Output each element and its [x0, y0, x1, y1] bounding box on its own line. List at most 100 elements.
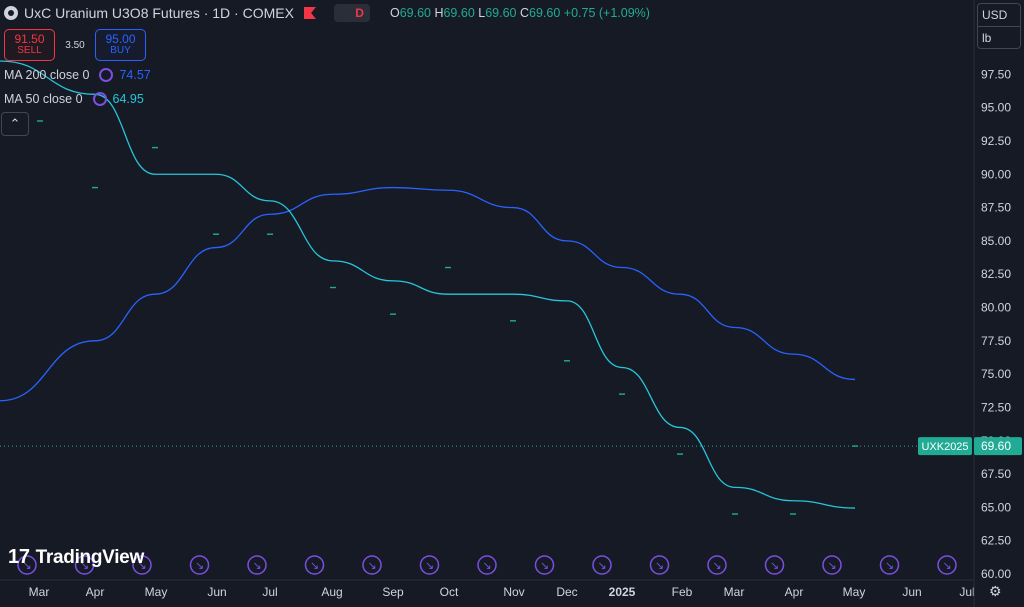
- price-tag-label: 69.60: [981, 439, 1011, 453]
- symbol-tag-label: UXK2025: [921, 441, 968, 453]
- delayed-badge[interactable]: D: [333, 4, 370, 22]
- time-tick-label: May: [145, 585, 168, 599]
- symbol-title[interactable]: UxC Uranium U3O8 Futures · 1D · COMEX: [24, 5, 294, 21]
- sell-button[interactable]: 91.50 SELL: [4, 29, 55, 61]
- svg-text:↘: ↘: [942, 559, 951, 572]
- event-icon: ↘: [707, 555, 727, 575]
- time-tick-label: Apr: [86, 585, 105, 599]
- svg-text:↘: ↘: [712, 559, 721, 572]
- event-icon: ↘: [822, 555, 842, 575]
- price-tick-label: 97.50: [981, 67, 1011, 81]
- event-icon: ↘: [74, 555, 95, 575]
- logo-text: TradingView: [35, 546, 145, 568]
- time-tick-label: Mar: [29, 585, 50, 599]
- indicator-ma50[interactable]: MA 50 close 0 64.95: [4, 92, 144, 106]
- event-icon: ↘: [189, 555, 210, 575]
- currency-unit-menu[interactable]: USD lb: [977, 3, 1021, 49]
- time-tick-label: 2025: [609, 585, 636, 599]
- event-icon: ↘: [534, 555, 555, 575]
- price-tick-label: 72.50: [981, 400, 1011, 414]
- time-tick-label: Jun: [902, 585, 921, 599]
- ohlc-readout: O69.60 H69.60 L69.60 C69.60 +0.75 (+1.09…: [390, 6, 650, 20]
- event-icon: ↘: [937, 555, 957, 575]
- last-price-tag: UXK2025 69.60: [918, 437, 1022, 456]
- event-icon: ↘: [764, 555, 785, 575]
- price-tick-label: 62.50: [981, 534, 1011, 548]
- svg-text:↘: ↘: [137, 559, 146, 572]
- open-key: O: [389, 6, 400, 20]
- time-tick-label: Jun: [207, 585, 226, 599]
- time-axis[interactable]: Mar Apr May Jun Jul Aug Sep Oct Nov Dec 2025 Feb Mar…: [0, 579, 975, 599]
- event-icon: ↘: [592, 555, 612, 575]
- ma200-value: 74.57: [119, 68, 151, 82]
- price-tag-bg: [974, 437, 1022, 456]
- event-icon: ↘: [477, 555, 497, 575]
- spread-value: 3.50: [65, 39, 85, 51]
- price-tick-label: 87.50: [981, 201, 1011, 215]
- currency-select[interactable]: USD: [978, 4, 1020, 27]
- buy-label: BUY: [110, 45, 131, 57]
- ma200-label: MA 200 close 0: [4, 68, 90, 82]
- svg-text:↘: ↘: [80, 559, 89, 572]
- time-tick-label: Apr: [785, 585, 804, 599]
- collapse-legend-button[interactable]: ⌃: [1, 112, 29, 136]
- event-icon: ↘: [247, 555, 267, 575]
- plot-area[interactable]: [0, 60, 970, 515]
- time-tick-label: Aug: [321, 585, 342, 599]
- price-tick-label: 60.00: [981, 567, 1011, 581]
- event-icon: ↘: [649, 555, 670, 575]
- price-tick-label: 95.00: [981, 101, 1011, 115]
- price-tick-label: 67.50: [981, 467, 1011, 481]
- price-tick-label: 92.50: [981, 134, 1011, 148]
- ma50-line: [0, 60, 856, 509]
- svg-text:↘: ↘: [597, 559, 606, 572]
- time-tick-label: Nov: [503, 585, 524, 599]
- price-tick-label: 77.50: [981, 334, 1011, 348]
- event-icon: ↘: [132, 555, 152, 575]
- event-icon: ↘: [304, 555, 325, 575]
- svg-text:↘: ↘: [252, 559, 261, 572]
- price-axis[interactable]: 97.50 95.00 92.50 90.00 87.50 85.00 82.50 80.00…: [973, 0, 1011, 607]
- chart-header: UxC Uranium U3O8 Futures · 1D · COMEX D …: [4, 4, 650, 22]
- svg-text:↘: ↘: [482, 559, 491, 572]
- chevron-up-icon: ⌃: [9, 116, 21, 131]
- sell-price: 91.50: [14, 32, 45, 47]
- indicator-ma200[interactable]: MA 200 close 0 74.57: [4, 68, 151, 82]
- svg-text:↘: ↘: [770, 559, 779, 572]
- time-tick-label: Dec: [556, 585, 577, 599]
- close-value: 69.60: [529, 6, 561, 20]
- high-value: 69.60: [443, 6, 475, 20]
- symbol-logo-icon: [4, 6, 18, 20]
- time-tick-label: Jul: [959, 585, 974, 599]
- event-icon: ↘: [17, 555, 37, 575]
- svg-text:↘: ↘: [540, 559, 549, 572]
- svg-text:↘: ↘: [22, 559, 31, 572]
- time-tick-label: Sep: [382, 585, 404, 599]
- low-key: L: [478, 6, 486, 20]
- svg-text:↘: ↘: [195, 559, 204, 572]
- trade-panel: 91.50 SELL 3.50 95.00 BUY: [4, 29, 146, 61]
- svg-text:↘: ↘: [310, 559, 319, 572]
- time-tick-label: May: [843, 585, 866, 599]
- logo-mark: 17: [8, 546, 30, 568]
- symbol-tag-bg: [918, 437, 972, 456]
- price-tick-label: 85.00: [981, 234, 1011, 248]
- event-icon: ↘: [419, 555, 440, 575]
- price-tick-label: 65.00: [981, 500, 1011, 514]
- close-key: C: [519, 6, 529, 20]
- ma50-label: MA 50 close 0: [4, 92, 83, 106]
- price-tick-label: 75.00: [981, 367, 1011, 381]
- time-tick-label: Oct: [440, 585, 459, 599]
- ma200-line: [0, 186, 856, 402]
- svg-text:↘: ↘: [425, 559, 434, 572]
- svg-text:↘: ↘: [367, 559, 376, 572]
- low-value: 69.60: [485, 6, 517, 20]
- event-markers: ↘ ↘ ↘ ↘ ↘ ↘ ↘ ↘ ↘ ↘ ↘ ↘ ↘ ↘ ↘ ↘ ↘: [17, 555, 957, 575]
- gear-icon[interactable]: ⚙: [989, 583, 1002, 599]
- unit-select[interactable]: lb: [982, 31, 992, 45]
- price-tick-label: 80.00: [981, 301, 1011, 315]
- flag-icon[interactable]: [303, 7, 316, 19]
- buy-button[interactable]: 95.00 BUY: [95, 29, 146, 61]
- loading-icon: [99, 68, 114, 82]
